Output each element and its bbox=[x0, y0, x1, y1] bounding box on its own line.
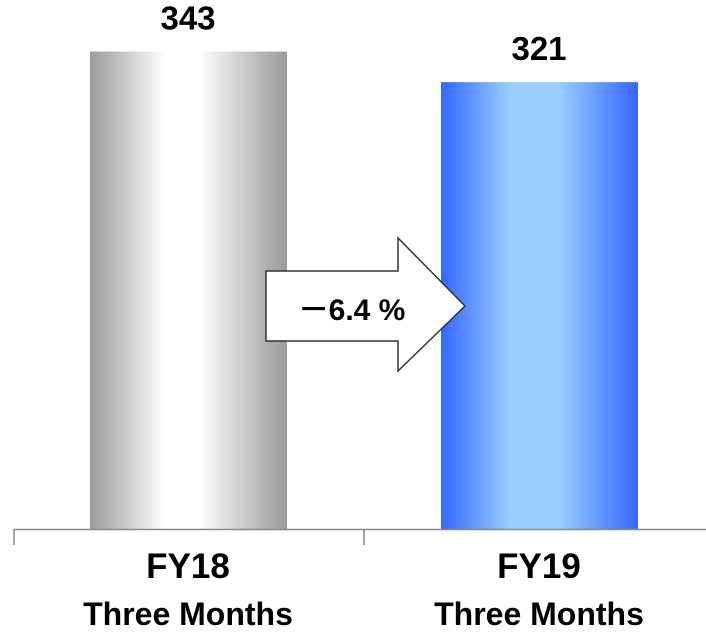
category-label-fy18: FY18 bbox=[146, 547, 230, 586]
category-sublabel-fy19: Three Months bbox=[434, 596, 644, 631]
change-percent-label: －6.4 % bbox=[299, 294, 406, 327]
bar-fy19 bbox=[441, 82, 638, 529]
category-sublabel-fy18: Three Months bbox=[83, 596, 293, 631]
value-label-fy19: 321 bbox=[511, 30, 566, 67]
change-arrow-icon bbox=[265, 236, 467, 373]
x-axis bbox=[13, 528, 706, 545]
category-label-fy19: FY19 bbox=[497, 547, 581, 586]
bar-fy18 bbox=[90, 51, 287, 529]
value-label-fy18: 343 bbox=[160, 0, 215, 37]
change-annotation: －6.4 % bbox=[265, 236, 467, 373]
bars-layer bbox=[90, 51, 638, 529]
labels-layer: 343 FY18 Three Months 321 FY19 Three Months bbox=[83, 0, 644, 632]
